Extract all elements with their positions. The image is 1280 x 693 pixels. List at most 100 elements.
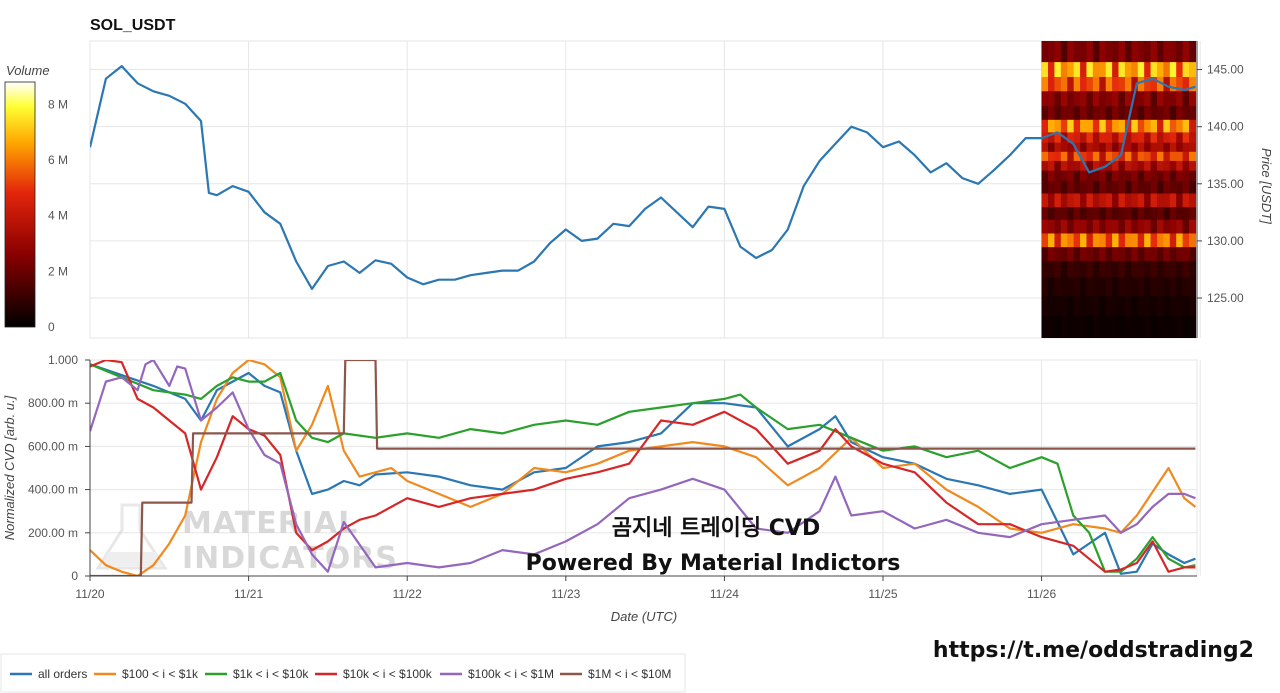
heatmap-cell [1054,296,1062,317]
date-tick-label: 11/24 [710,587,739,601]
heatmap-cell [1099,296,1107,317]
heatmap-cell [1060,41,1068,63]
heatmap-cell [1156,119,1164,133]
heatmap-cell [1144,106,1152,121]
heatmap-cell [1048,247,1056,262]
heatmap-cell [1144,207,1152,221]
heatmap-cell [1163,151,1171,162]
heatmap-cell [1163,62,1171,78]
heatmap-cell [1118,219,1126,235]
cvd-tick-label: 1.000 [48,353,78,367]
cvd-line-5 [90,360,1196,573]
heatmap-cell [1124,132,1132,144]
heatmap-cell [1189,151,1197,162]
heatmap-cell [1041,41,1049,63]
heatmap-cell [1054,142,1062,153]
date-tick-label: 11/26 [1027,587,1056,601]
heatmap-cell [1112,62,1120,78]
heatmap-cell [1099,62,1107,78]
heatmap-cell [1169,41,1177,63]
heatmap-cell [1118,260,1126,279]
heatmap-cell [1169,193,1177,208]
heatmap-cell [1131,160,1139,172]
colorbar-tick-label: 0 [48,320,55,334]
heatmap-cell [1080,132,1088,144]
heatmap-cell [1073,76,1081,92]
heatmap-cell [1182,219,1190,235]
heatmap-cell [1048,296,1056,317]
heatmap-cell [1131,91,1139,107]
heatmap-cell [1112,91,1120,107]
heatmap-cell [1176,106,1184,121]
heatmap-cell [1182,132,1190,144]
heatmap-cell [1137,277,1145,297]
heatmap-cell [1048,142,1056,153]
heatmap-cell [1073,160,1081,172]
heatmap-cell [1176,207,1184,221]
price-panel: SOL_USDT 125.00130.00135.00140.00145.00 … [89,17,1274,339]
heatmap-cell [1080,151,1088,162]
heatmap-cell [1112,315,1120,338]
heatmap-cell [1156,180,1164,195]
heatmap-cell [1073,132,1081,144]
heatmap-cell [1092,76,1100,92]
heatmap-cell [1105,296,1113,317]
heatmap-cell [1131,219,1139,235]
heatmap-cell [1099,315,1107,338]
heatmap-cell [1182,193,1190,208]
heatmap-cell [1118,41,1126,63]
heatmap-cell [1041,76,1049,92]
heatmap-cell [1144,180,1152,195]
heatmap-cell [1156,260,1164,279]
heatmap-cell [1112,170,1120,182]
heatmap-cell [1144,170,1152,182]
heatmap-cell [1086,151,1094,162]
heatmap-cell [1067,219,1075,235]
heatmap-cell [1131,151,1139,162]
heatmap-cell [1060,170,1068,182]
heatmap-cell [1176,151,1184,162]
heatmap-cell [1182,277,1190,297]
heatmap-cell [1137,233,1145,248]
heatmap-cell [1073,193,1081,208]
heatmap-cell [1124,151,1132,162]
heatmap-cell [1067,315,1075,338]
cvd-tick-label: 400.00 m [28,483,78,497]
heatmap-cell [1048,132,1056,144]
heatmap-cell [1150,106,1158,121]
heatmap-cell [1124,160,1132,172]
heatmap-cell [1092,193,1100,208]
heatmap-cell [1099,91,1107,107]
heatmap-cell [1118,76,1126,92]
heatmap-cell [1124,247,1132,262]
heatmap-cell [1112,142,1120,153]
heatmap-cell [1150,277,1158,297]
heatmap-cell [1080,193,1088,208]
heatmap-cell [1131,119,1139,133]
heatmap-cell [1112,119,1120,133]
heatmap-cell [1060,142,1068,153]
watermark-flask-icon [95,503,168,570]
heatmap-cell [1041,219,1049,235]
heatmap-cell [1156,247,1164,262]
heatmap-cell [1080,207,1088,221]
price-axis-ticks: 125.00 130.00 135.00 140.00 145.00 [1196,41,1244,338]
heatmap-cell [1086,207,1094,221]
heatmap-cell [1189,315,1197,338]
heatmap-cell [1137,247,1145,262]
heatmap-cell [1054,160,1062,172]
heatmap-cell [1131,62,1139,78]
heatmap-cell [1054,106,1062,121]
heatmap-cell [1182,247,1190,262]
heatmap-cell [1144,219,1152,235]
volume-colorbar: Volume 0 2 M 4 M 6 M 8 M [4,63,68,334]
heatmap-cell [1169,247,1177,262]
heatmap-cell [1073,151,1081,162]
legend-label-2: $100 < i < $1k [122,667,199,681]
heatmap-cell [1131,170,1139,182]
heatmap-cell [1137,106,1145,121]
heatmap-cell [1048,151,1056,162]
heatmap-cell [1105,180,1113,195]
heatmap-cell [1099,151,1107,162]
heatmap-cell [1131,193,1139,208]
